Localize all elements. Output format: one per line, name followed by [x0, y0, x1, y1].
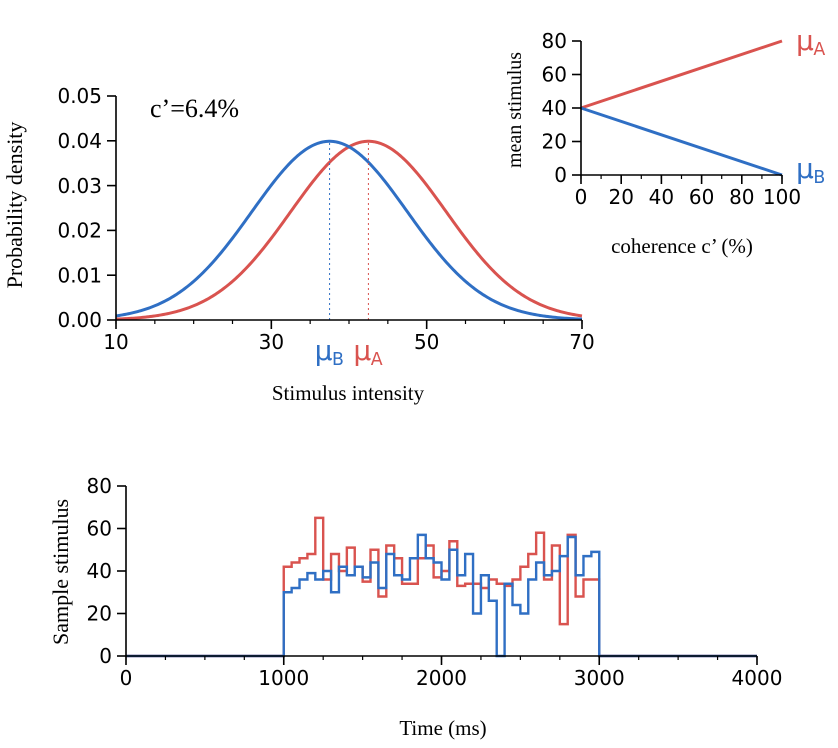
- density-x-label: Stimulus intensity: [272, 381, 425, 405]
- y-tick-label: 0: [554, 163, 567, 187]
- mean-line-a: [580, 39, 783, 110]
- x-tick-label: 60: [689, 185, 714, 209]
- mean-stimulus-y-ticks: 0 20 40 60 80: [542, 29, 581, 187]
- x-tick-label: 3000: [574, 666, 625, 690]
- x-tick-label: 0: [575, 185, 588, 209]
- density-mean-markers: [329, 141, 369, 320]
- y-tick-label: 0.02: [57, 219, 102, 243]
- x-tick-label: 2000: [416, 666, 467, 690]
- mean-line-b: [580, 106, 783, 177]
- y-tick-label: 20: [542, 130, 567, 154]
- mean-label-sub: A: [371, 350, 383, 370]
- y-tick-label: 0.03: [57, 174, 102, 198]
- sample-trace-a: [126, 516, 757, 658]
- density-mean-labels: μ Aμ B: [315, 334, 383, 370]
- x-tick-label: 0: [120, 666, 133, 690]
- density-curve-b: [115, 139, 583, 321]
- x-tick-label: 40: [649, 185, 674, 209]
- mean-label-sub: B: [813, 168, 825, 188]
- y-tick-label: 0.01: [57, 263, 102, 287]
- x-tick-label: 50: [414, 330, 439, 354]
- x-tick-label: 70: [569, 330, 594, 354]
- mean-label-b: μ: [796, 152, 814, 185]
- density-panel: 0.00 0.01 0.02 0.03 0.04 0.05 10 30 50 70 c’=6.4…: [2, 84, 595, 405]
- mean-label-a: μ: [796, 24, 814, 57]
- density-y-label: Probability density: [2, 122, 27, 289]
- density-y-ticks: 0.00 0.01 0.02 0.03 0.04 0.05: [57, 84, 116, 332]
- mean-stimulus-x-label: coherence c’ (%): [611, 234, 753, 258]
- mean-label-sub: A: [813, 40, 825, 60]
- x-tick-label: 1000: [258, 666, 309, 690]
- sample-stimulus-x-ticks: 0 1000 2000 3000 4000: [120, 656, 783, 690]
- sample-stimulus-y-label: Sample stimulus: [48, 499, 73, 645]
- sample-stimulus-y-ticks: 0 20 40 60 80: [87, 474, 126, 668]
- y-tick-label: 60: [542, 63, 567, 87]
- x-tick-label: 80: [729, 185, 754, 209]
- y-tick-label: 80: [87, 474, 112, 498]
- mean-stimulus-x-ticks: 0 20 40 60 80 100: [575, 175, 801, 209]
- x-tick-label: 10: [103, 330, 128, 354]
- mean-stimulus-y-label: mean stimulus: [504, 52, 526, 168]
- sample-stimulus-traces: [126, 516, 757, 658]
- y-tick-label: 0.04: [57, 129, 102, 153]
- mean-stimulus-lines: [580, 39, 783, 177]
- y-tick-label: 20: [87, 602, 112, 626]
- x-tick-label: 100: [763, 185, 801, 209]
- y-tick-label: 0: [99, 644, 112, 668]
- y-tick-label: 0.05: [57, 84, 102, 108]
- x-tick-label: 20: [608, 185, 633, 209]
- y-tick-label: 40: [87, 559, 112, 583]
- y-tick-label: 0.00: [57, 308, 102, 332]
- mean-label-b: μ: [315, 334, 333, 367]
- density-curves: [115, 139, 583, 321]
- mean-label-a: μ: [353, 334, 371, 367]
- coherence-annotation: c’=6.4%: [150, 94, 239, 123]
- y-tick-label: 60: [87, 517, 112, 541]
- x-tick-label: 30: [259, 330, 284, 354]
- mean-stimulus-series-labels: μ Aμ B: [796, 24, 825, 188]
- mean-stimulus-axes: [580, 41, 782, 176]
- sample-stimulus-panel: 0 20 40 60 80 0 1000 2000 3000 4000 Time (ms) Sa…: [48, 474, 782, 740]
- mean-label-sub: B: [332, 350, 344, 370]
- density-x-ticks: 10 30 50 70: [103, 320, 595, 354]
- sample-trace-b: [126, 533, 757, 658]
- y-tick-label: 80: [542, 29, 567, 53]
- x-tick-label: 4000: [732, 666, 783, 690]
- sample-stimulus-x-label: Time (ms): [399, 716, 486, 740]
- y-tick-label: 40: [542, 96, 567, 120]
